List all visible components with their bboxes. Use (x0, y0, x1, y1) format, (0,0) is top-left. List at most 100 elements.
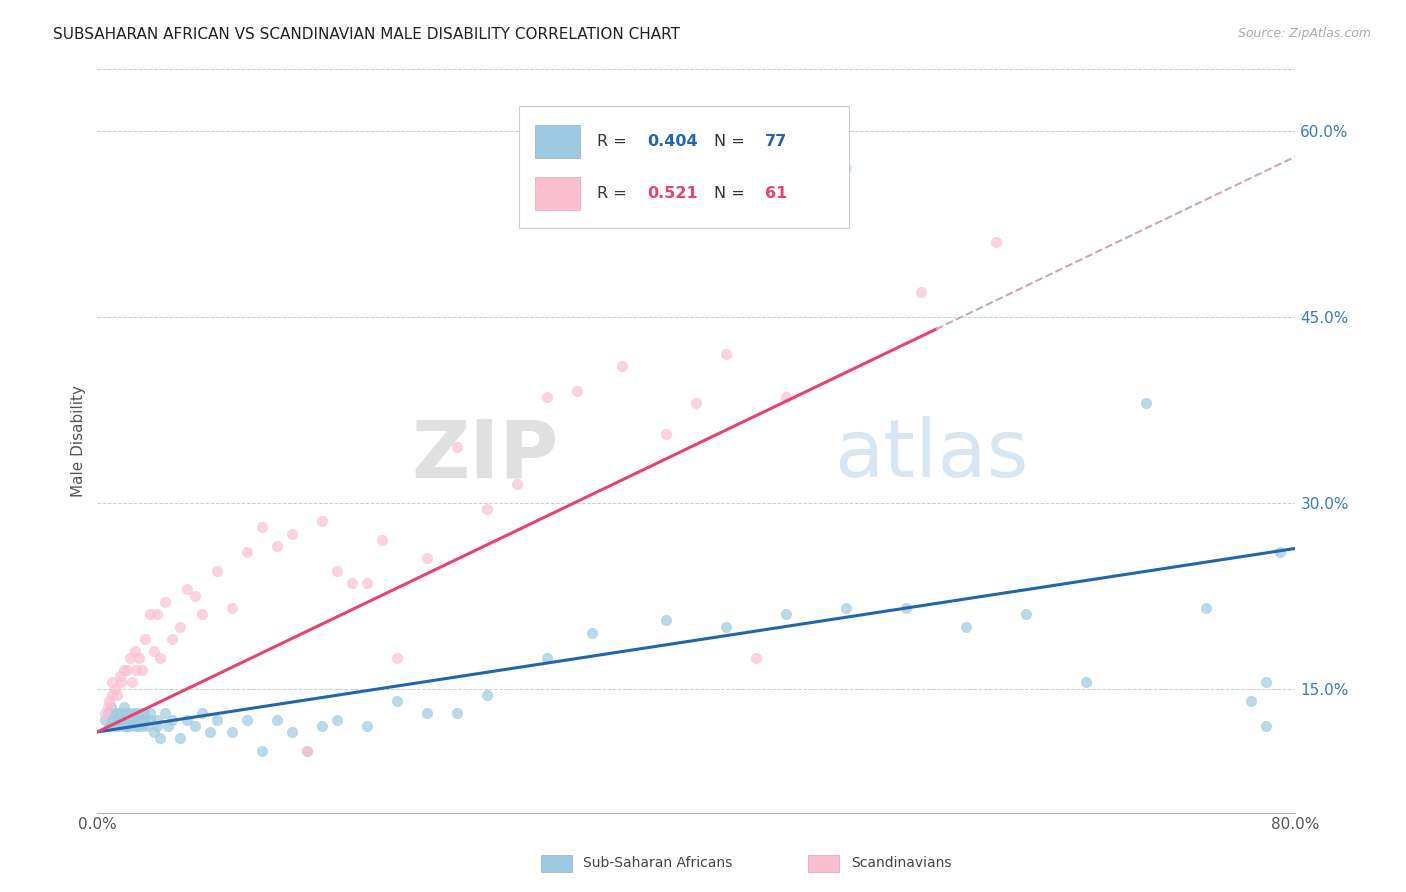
Point (311, 719, 333, 733)
Point (131, 663, 153, 677)
Point (139, 706, 162, 721)
Text: SUBSAHARAN AFRICAN VS SCANDINAVIAN MALE DISABILITY CORRELATION CHART: SUBSAHARAN AFRICAN VS SCANDINAVIAN MALE … (53, 27, 681, 42)
Point (160, 713, 183, 727)
Point (139, 713, 162, 727)
Point (146, 713, 169, 727)
Point (446, 440, 468, 454)
Point (205, 713, 228, 727)
FancyBboxPatch shape (534, 125, 581, 158)
Point (107, 706, 129, 721)
Point (536, 390, 558, 404)
Point (745, 650, 768, 665)
FancyBboxPatch shape (534, 178, 581, 210)
Point (416, 706, 439, 721)
Point (143, 644, 166, 658)
Point (146, 719, 169, 733)
Text: Scandinavians: Scandinavians (851, 855, 950, 870)
Point (655, 613, 678, 627)
Point (1135, 396, 1157, 410)
Text: R =: R = (598, 186, 637, 201)
Point (1239, 694, 1261, 708)
Point (250, 520, 273, 534)
FancyBboxPatch shape (808, 855, 839, 872)
Point (156, 719, 179, 733)
Point (266, 539, 288, 553)
Point (128, 713, 150, 727)
Point (250, 743, 273, 757)
Point (281, 526, 304, 541)
Point (1015, 607, 1038, 621)
Point (94, 706, 117, 721)
Text: ZIP: ZIP (412, 417, 558, 494)
Text: 0.521: 0.521 (647, 186, 697, 201)
Point (110, 675, 132, 690)
Point (326, 564, 349, 578)
Point (505, 477, 527, 491)
Point (101, 706, 124, 721)
Point (132, 706, 155, 721)
Point (112, 700, 135, 714)
Point (191, 607, 214, 621)
Point (340, 576, 363, 591)
Point (131, 719, 153, 733)
Point (176, 582, 198, 597)
Text: N =: N = (714, 186, 751, 201)
Text: Source: ZipAtlas.com: Source: ZipAtlas.com (1237, 27, 1371, 40)
Point (835, 161, 858, 175)
Point (129, 706, 152, 721)
Point (110, 706, 132, 721)
Point (105, 688, 128, 702)
Text: N =: N = (714, 134, 751, 149)
Point (131, 713, 153, 727)
Point (128, 650, 150, 665)
FancyBboxPatch shape (541, 855, 572, 872)
Point (124, 713, 146, 727)
Point (894, 601, 917, 615)
Point (135, 719, 157, 733)
Text: atlas: atlas (834, 417, 1029, 494)
Point (169, 619, 191, 633)
Text: 0.404: 0.404 (647, 134, 697, 149)
Point (835, 601, 858, 615)
Point (191, 706, 214, 721)
Point (221, 725, 243, 739)
Point (143, 725, 166, 739)
Point (266, 713, 288, 727)
Point (1254, 675, 1277, 690)
Point (149, 650, 172, 665)
Point (125, 663, 148, 677)
Point (775, 607, 797, 621)
Point (111, 713, 134, 727)
Point (475, 688, 498, 702)
Point (385, 650, 408, 665)
Point (176, 713, 198, 727)
FancyBboxPatch shape (519, 106, 849, 228)
Point (139, 607, 162, 621)
Point (416, 551, 439, 566)
Point (356, 719, 378, 733)
Point (198, 725, 221, 739)
Point (1074, 675, 1097, 690)
Point (153, 706, 176, 721)
Point (311, 514, 333, 528)
Point (124, 644, 146, 658)
Point (183, 719, 205, 733)
Point (153, 595, 176, 609)
Point (120, 713, 142, 727)
Text: 61: 61 (765, 186, 787, 201)
Point (1270, 545, 1292, 559)
Text: Sub-Saharan Africans: Sub-Saharan Africans (583, 855, 733, 870)
Point (475, 501, 498, 516)
Y-axis label: Male Disability: Male Disability (72, 384, 86, 497)
Point (169, 731, 191, 746)
Point (716, 347, 738, 361)
Point (356, 576, 378, 591)
Point (100, 700, 122, 714)
Point (122, 713, 145, 727)
Point (112, 719, 135, 733)
Point (117, 719, 139, 733)
Point (134, 632, 156, 646)
Point (205, 564, 228, 578)
Point (775, 390, 797, 404)
Point (97, 700, 120, 714)
